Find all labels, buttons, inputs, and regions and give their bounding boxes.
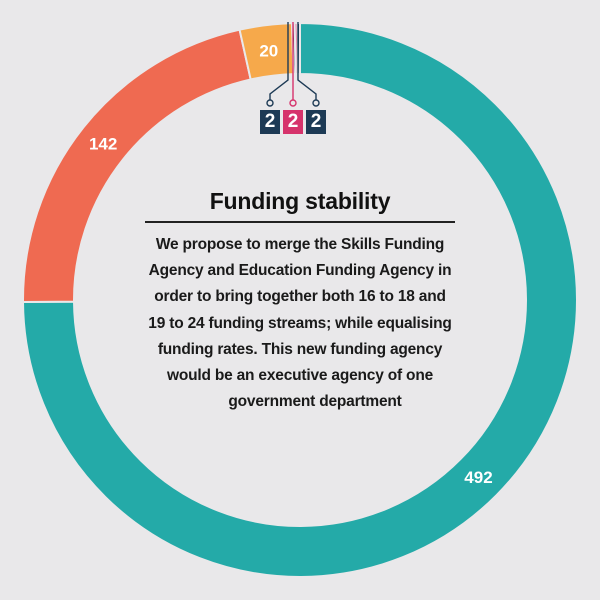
chart-title: Funding stability (145, 188, 455, 223)
logo-digit-2: 2 (283, 110, 303, 134)
donut-slice-1 (21, 21, 578, 578)
logo-connector-line (297, 22, 317, 100)
description-line: We propose to merge the Skills Funding (155, 236, 445, 253)
slice-label-2: 142 (89, 134, 117, 153)
description-line: Agency and Education Funding Agency in (148, 262, 452, 280)
logo-connector-line (269, 22, 289, 100)
logo-digit-1: 2 (260, 110, 280, 134)
logo-connector-dot (266, 99, 274, 107)
description-line: order to bring together both 16 to 18 an… (154, 288, 446, 306)
description-line: government department (228, 393, 402, 411)
description-line: 19 to 24 funding streams; while equalisi… (148, 314, 452, 332)
slice-labels: 492 142 20 (89, 41, 493, 487)
slice-label-3: 20 (259, 41, 278, 60)
chart-description: We propose to merge the Skills Funding A… (145, 232, 455, 415)
description-line: funding rates. This new funding agency (157, 340, 443, 358)
center-text-block: Funding stability We propose to merge th… (145, 188, 455, 415)
logo-connector-dot (289, 99, 297, 107)
slice-label-1: 492 (464, 468, 492, 487)
donut-slices (21, 21, 578, 578)
logo-connector-dot (312, 99, 320, 107)
logo-digit-3: 2 (306, 110, 326, 134)
description-line: would be an executive agency of one (166, 367, 434, 385)
logo-connector-lines (266, 22, 320, 107)
